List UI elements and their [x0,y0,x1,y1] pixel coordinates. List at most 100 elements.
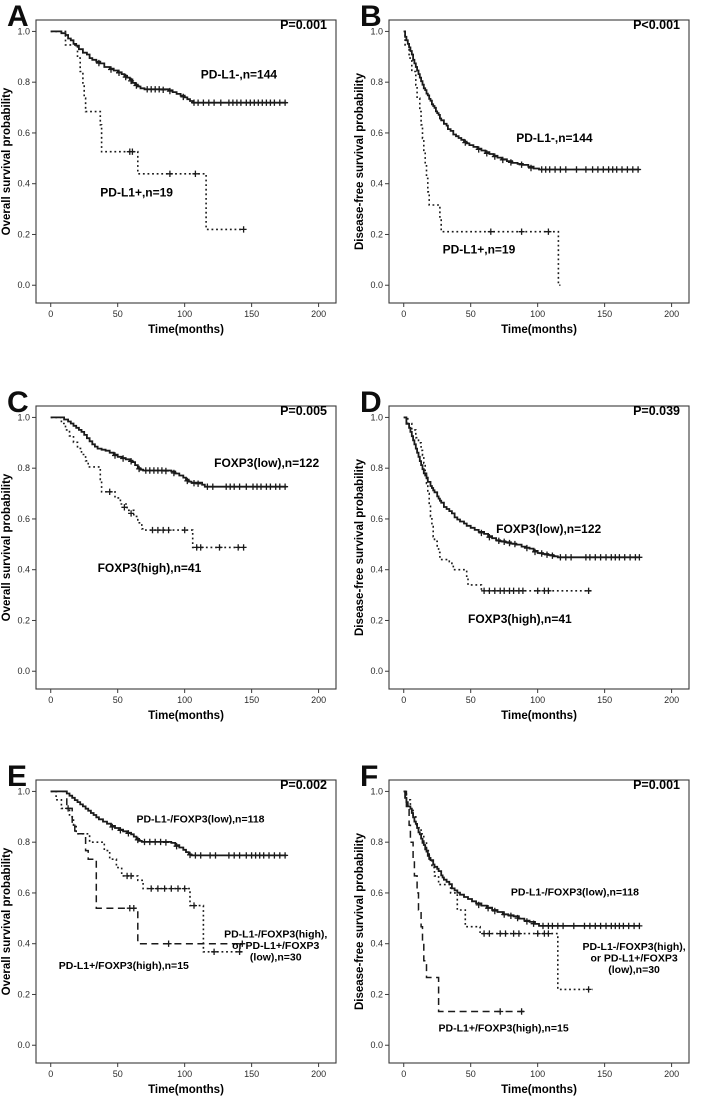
x-tick-label: 150 [244,695,259,705]
censor-marks [126,148,247,233]
x-tick-label: 200 [664,309,679,319]
y-tick-label: 0.0 [370,1040,383,1050]
x-tick-label: 50 [113,695,123,705]
km-chart-b: 0 50 100 150 200 0.0 0.2 0.4 0.6 0.8 1.0 Time(month… [354,19,690,336]
p-value-label-b: P<0.001 [633,18,680,32]
y-tick-label: 1.0 [370,412,383,422]
p-value-label-a: P=0.001 [280,18,327,32]
y-tick-label: 0.8 [17,837,30,847]
y-tick-label: 0.8 [17,463,30,473]
x-tick-label: 0 [401,309,406,319]
y-tick-label: 0.2 [370,615,383,625]
x-tick-label: 200 [311,1069,326,1079]
x-tick-label: 50 [113,1069,123,1079]
y-axis-label: Overall survival probability [1,847,13,995]
y-tick-label: 0.8 [370,77,383,87]
x-axis-label: Time(months) [501,710,577,722]
censor-marks [95,59,289,106]
km-curve-dotted [403,30,561,286]
curve-label: PD-L1+/FOXP3(high),n=15 [439,1022,569,1034]
panel-f: F P=0.001 0 50 100 150 200 0.0 0.2 0.4 0.6 0.8 1.0… [353,750,706,1104]
y-axis-label: Disease-free survival probability [354,72,366,250]
curve-label: or PD-L1+/FOXP3 [232,940,319,952]
curve-label: or PD-L1+/FOXP3 [590,953,677,965]
y-tick-label: 0.6 [370,888,383,898]
p-value-label-c: P=0.005 [280,404,327,418]
p-value-label-d: P=0.039 [633,404,680,418]
censor-marks [481,587,592,594]
censor-marks [487,228,552,235]
y-tick-label: 0.8 [17,77,30,87]
curve-label: PD-L1+/FOXP3(high),n=15 [59,960,189,972]
x-axis-label: Time(months) [501,324,577,336]
km-curve-solid [403,416,640,559]
y-tick-label: 0.6 [17,514,30,524]
km-curve-dashed [403,790,525,1013]
censor-marks [124,872,243,955]
km-chart-d: 0 50 100 150 200 0.0 0.2 0.4 0.6 0.8 1.0 Time(month… [354,405,690,722]
panel-letter-d: D [360,386,382,419]
x-tick-label: 100 [530,695,545,705]
x-tick-label: 100 [530,309,545,319]
curve-label: PD-L1-/FOXP3(high), [582,941,685,953]
km-curve-dotted [403,416,592,592]
x-axis-label: Time(months) [501,1084,577,1096]
p-value-label-e: P=0.002 [280,778,327,792]
x-tick-label: 0 [401,1069,406,1079]
curve-label: PD-L1+,n=19 [443,243,516,257]
x-tick-label: 150 [597,695,612,705]
panel-a: A P=0.001 0 50 100 150 200 0.0 0.2 0.4 0.6 0.8 1.0… [0,0,353,380]
x-tick-label: 200 [664,695,679,705]
panel-letter-c: C [7,386,29,419]
y-axis-label: Overall survival probability [1,87,13,235]
censor-marks [65,805,246,947]
censor-marks [475,901,643,930]
y-tick-label: 0.4 [370,565,383,575]
plot-border [35,19,337,304]
x-tick-label: 100 [177,695,192,705]
x-tick-label: 50 [466,1069,476,1079]
y-tick-label: 0.4 [17,939,30,949]
y-tick-label: 0.2 [17,615,30,625]
km-curve-dotted [50,416,244,549]
x-tick-label: 50 [113,309,123,319]
km-curve-dotted [50,790,244,953]
km-curve-solid [403,790,640,927]
y-tick-label: 0.0 [370,280,383,290]
y-tick-label: 0.0 [17,280,30,290]
curve-label: PD-L1-/FOXP3(high), [224,928,327,940]
curve-label: (low),n=30 [608,964,660,976]
y-tick-label: 0.6 [370,514,383,524]
y-tick-label: 0.0 [17,666,30,676]
censor-marks [462,139,642,173]
y-tick-label: 0.4 [17,565,30,575]
x-tick-label: 50 [466,309,476,319]
km-curve-solid [403,30,640,171]
y-tick-label: 0.6 [17,128,30,138]
x-tick-label: 150 [244,309,259,319]
x-tick-label: 200 [664,1069,679,1079]
y-tick-label: 0.2 [370,989,383,999]
y-tick-label: 0.6 [370,128,383,138]
censor-marks [106,488,247,551]
panel-letter-a: A [7,0,29,33]
x-tick-label: 150 [597,309,612,319]
x-tick-label: 150 [597,1069,612,1079]
x-tick-label: 100 [177,1069,192,1079]
x-tick-label: 150 [244,1069,259,1079]
y-tick-label: 0.0 [370,666,383,676]
plot-border [35,405,337,690]
curve-label: PD-L1-,n=144 [516,131,593,145]
curve-label: FOXP3(low),n=122 [496,522,601,536]
curve-label: PD-L1-/FOXP3(low),n=118 [511,886,639,898]
y-tick-label: 1.0 [17,26,30,36]
y-tick-label: 0.8 [370,837,383,847]
y-tick-label: 1.0 [370,26,383,36]
y-tick-label: 1.0 [17,786,30,796]
y-tick-label: 0.4 [17,179,30,189]
curve-label: (low),n=30 [250,951,302,963]
censor-marks [481,930,592,993]
panel-e: E P=0.002 0 50 100 150 200 0.0 0.2 0.4 0.6 0.8 1.0… [0,750,353,1104]
p-value-label-f: P=0.001 [633,778,680,792]
